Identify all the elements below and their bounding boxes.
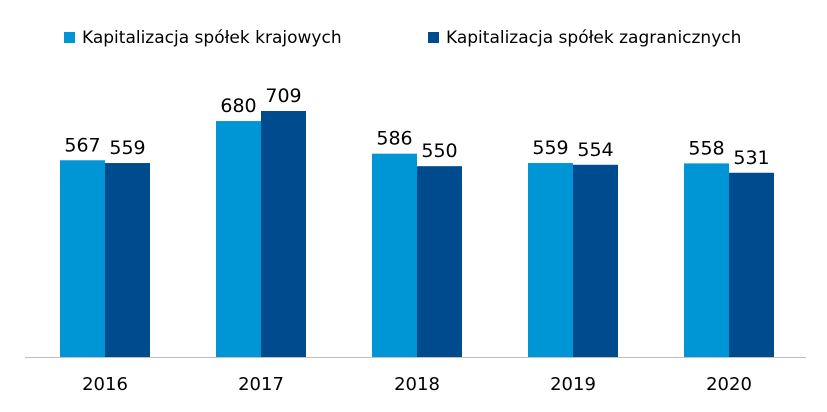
data-label-2019-series-2: 554 [577, 139, 613, 161]
bar-2018-series-1 [372, 153, 417, 357]
bar-2019-series-2 [573, 164, 618, 357]
bar-2019-series-1 [528, 163, 573, 357]
x-tick-labels: 2016 2017 2018 2019 2020 [82, 374, 752, 395]
data-label-2017-series-2: 709 [265, 85, 301, 107]
x-tick-label-2018: 2018 [394, 374, 440, 395]
data-label-2020-series-1: 558 [688, 137, 724, 159]
bar-2017-series-2 [261, 111, 306, 357]
legend-label-2: Kapitalizacja spółek zagranicznych [446, 28, 741, 48]
value-labels: 567 559 680 709 586 550 559 554 558 531 [64, 85, 769, 169]
x-tick-label-2017: 2017 [238, 374, 284, 395]
data-label-2018-series-1: 586 [376, 128, 412, 150]
bar-2020-series-2 [729, 172, 774, 357]
legend-swatch-1 [64, 32, 75, 43]
data-label-2016-series-2: 559 [109, 137, 145, 159]
data-label-2016-series-1: 567 [64, 134, 100, 156]
legend-swatch-2 [428, 32, 439, 43]
data-label-2019-series-1: 559 [532, 137, 568, 159]
data-label-2020-series-2: 531 [733, 147, 769, 169]
bars [60, 111, 774, 357]
bar-2016-series-1 [60, 160, 105, 357]
x-tick-label-2020: 2020 [706, 374, 752, 395]
bar-2016-series-2 [105, 163, 150, 357]
legend-label-1: Kapitalizacja spółek krajowych [82, 28, 342, 48]
data-label-2017-series-1: 680 [220, 95, 256, 117]
bar-2018-series-2 [417, 166, 462, 357]
x-tick-label-2019: 2019 [550, 374, 596, 395]
legend: Kapitalizacja spółek krajowych Kapitaliza… [64, 28, 741, 48]
x-tick-label-2016: 2016 [82, 374, 128, 395]
legend-item-1: Kapitalizacja spółek krajowych [64, 28, 342, 48]
bar-2020-series-1 [684, 163, 729, 357]
legend-item-2: Kapitalizacja spółek zagranicznych [428, 28, 741, 48]
data-label-2018-series-2: 550 [421, 140, 457, 162]
bar-2017-series-1 [216, 121, 261, 357]
